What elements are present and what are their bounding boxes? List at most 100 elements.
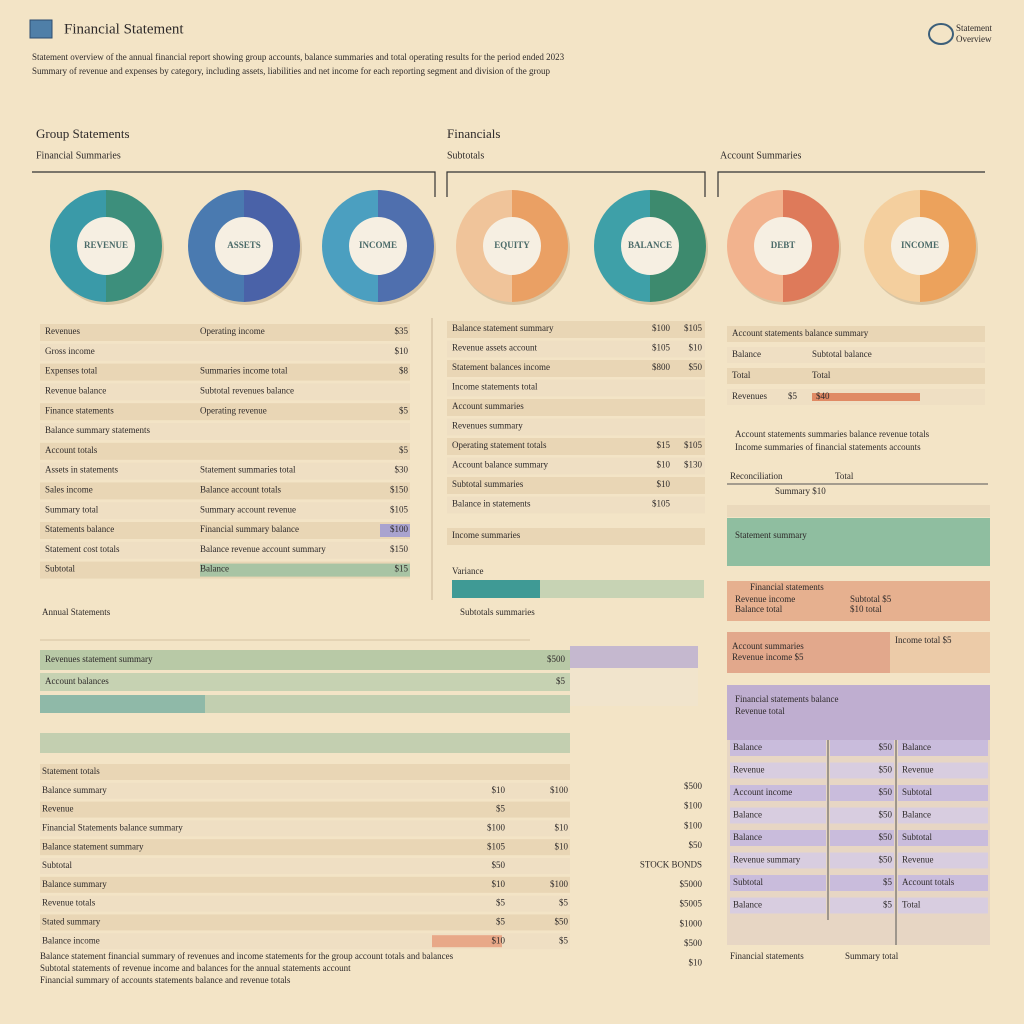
donut-center: [77, 217, 135, 275]
label: Revenue assets account: [452, 343, 537, 353]
green-row: [40, 650, 570, 670]
label: $100: [652, 323, 671, 333]
label: Financial statements: [750, 582, 824, 592]
band: [830, 897, 894, 914]
label: EQUITY: [494, 240, 530, 250]
section-rule: [32, 171, 985, 197]
label: $150: [390, 544, 409, 554]
label: $1000: [680, 918, 703, 928]
label: Balance revenue account summary: [200, 544, 326, 554]
band: [40, 383, 410, 401]
label: $50: [879, 765, 893, 775]
label: Operating statement totals: [452, 440, 547, 450]
label: Revenues: [45, 326, 80, 336]
label: $15: [657, 440, 671, 450]
label: Revenue: [902, 765, 934, 775]
band: [727, 347, 985, 363]
label: $5: [496, 804, 506, 814]
label: $100: [550, 785, 569, 795]
label: Statement balances income: [452, 362, 550, 372]
donut-center: [349, 217, 407, 275]
label: Balance total: [735, 604, 783, 614]
band: [40, 541, 410, 559]
coral-block: [727, 581, 990, 621]
label: BALANCE: [628, 240, 672, 250]
label: $500: [684, 781, 703, 791]
band: [40, 858, 570, 874]
label: Subtotals summaries: [460, 607, 535, 617]
label: Reconciliation: [730, 471, 783, 481]
band: [447, 379, 705, 397]
label: Expenses total: [45, 366, 98, 376]
label: Revenue income: [735, 594, 795, 604]
label: $5: [399, 445, 409, 455]
label: Statement summaries total: [200, 465, 296, 475]
label: Revenue balance: [45, 385, 106, 395]
label: REVENUE: [84, 240, 128, 250]
grid: [827, 740, 897, 945]
logo-text: Statement: [956, 23, 992, 33]
label: Finance statements: [45, 405, 114, 415]
label: Subtotal $5: [850, 594, 892, 604]
label: $10: [492, 879, 506, 889]
green-block: [727, 518, 990, 566]
light-box: [570, 668, 698, 706]
label: $50: [555, 916, 569, 926]
label: Revenue total: [735, 706, 785, 716]
donut-center: [754, 217, 812, 275]
band: [40, 782, 570, 799]
label: Income summaries of financial statements…: [735, 442, 921, 452]
highlight: [432, 935, 502, 948]
band: [40, 324, 410, 341]
section-subtitle: Financial Summaries: [36, 150, 121, 161]
label: $5: [883, 900, 893, 910]
label: $5: [559, 935, 569, 945]
split-left: [727, 632, 890, 673]
split-right: [890, 632, 990, 673]
band: [898, 740, 988, 756]
label: Account statements balance summary: [732, 328, 869, 338]
band: [40, 502, 410, 520]
label: Financial summary of accounts statements…: [40, 975, 291, 985]
label: $50: [879, 810, 893, 820]
purple-strip: [570, 646, 698, 668]
label: $10: [555, 841, 569, 851]
label: Annual Statements: [42, 607, 111, 617]
label: Balance: [902, 810, 931, 820]
label: Balance: [733, 742, 762, 752]
label: Account balance summary: [452, 460, 548, 470]
band: [40, 343, 410, 361]
label: Balance: [733, 810, 762, 820]
label: $35: [395, 326, 409, 336]
label: $50: [879, 832, 893, 842]
donut-center: [891, 217, 949, 275]
label: Statement summary: [735, 530, 807, 540]
label: Total: [812, 370, 831, 380]
label: Statement cost totals: [45, 544, 120, 554]
band: [447, 496, 705, 514]
label: $10 total: [850, 604, 882, 614]
band: [830, 762, 894, 779]
band: [40, 403, 410, 421]
label: $800: [652, 362, 671, 372]
label: Revenues statement summary: [45, 654, 153, 664]
label: $50: [879, 855, 893, 865]
label: Revenue: [42, 804, 74, 814]
band: [447, 360, 705, 377]
label: $50: [879, 742, 893, 752]
band: [898, 875, 988, 891]
label: $10: [689, 957, 703, 967]
label: Balance: [200, 564, 229, 574]
label: Balance: [733, 900, 762, 910]
band: [40, 876, 570, 893]
label: Balance summary: [42, 785, 107, 795]
band: [730, 807, 826, 824]
band: [447, 438, 705, 455]
band: [40, 839, 570, 856]
label: $10: [492, 935, 506, 945]
label: Summary $10: [775, 486, 826, 496]
label: INCOME: [359, 240, 397, 250]
label: Balance account totals: [200, 484, 281, 494]
label: Account summaries: [732, 641, 804, 651]
